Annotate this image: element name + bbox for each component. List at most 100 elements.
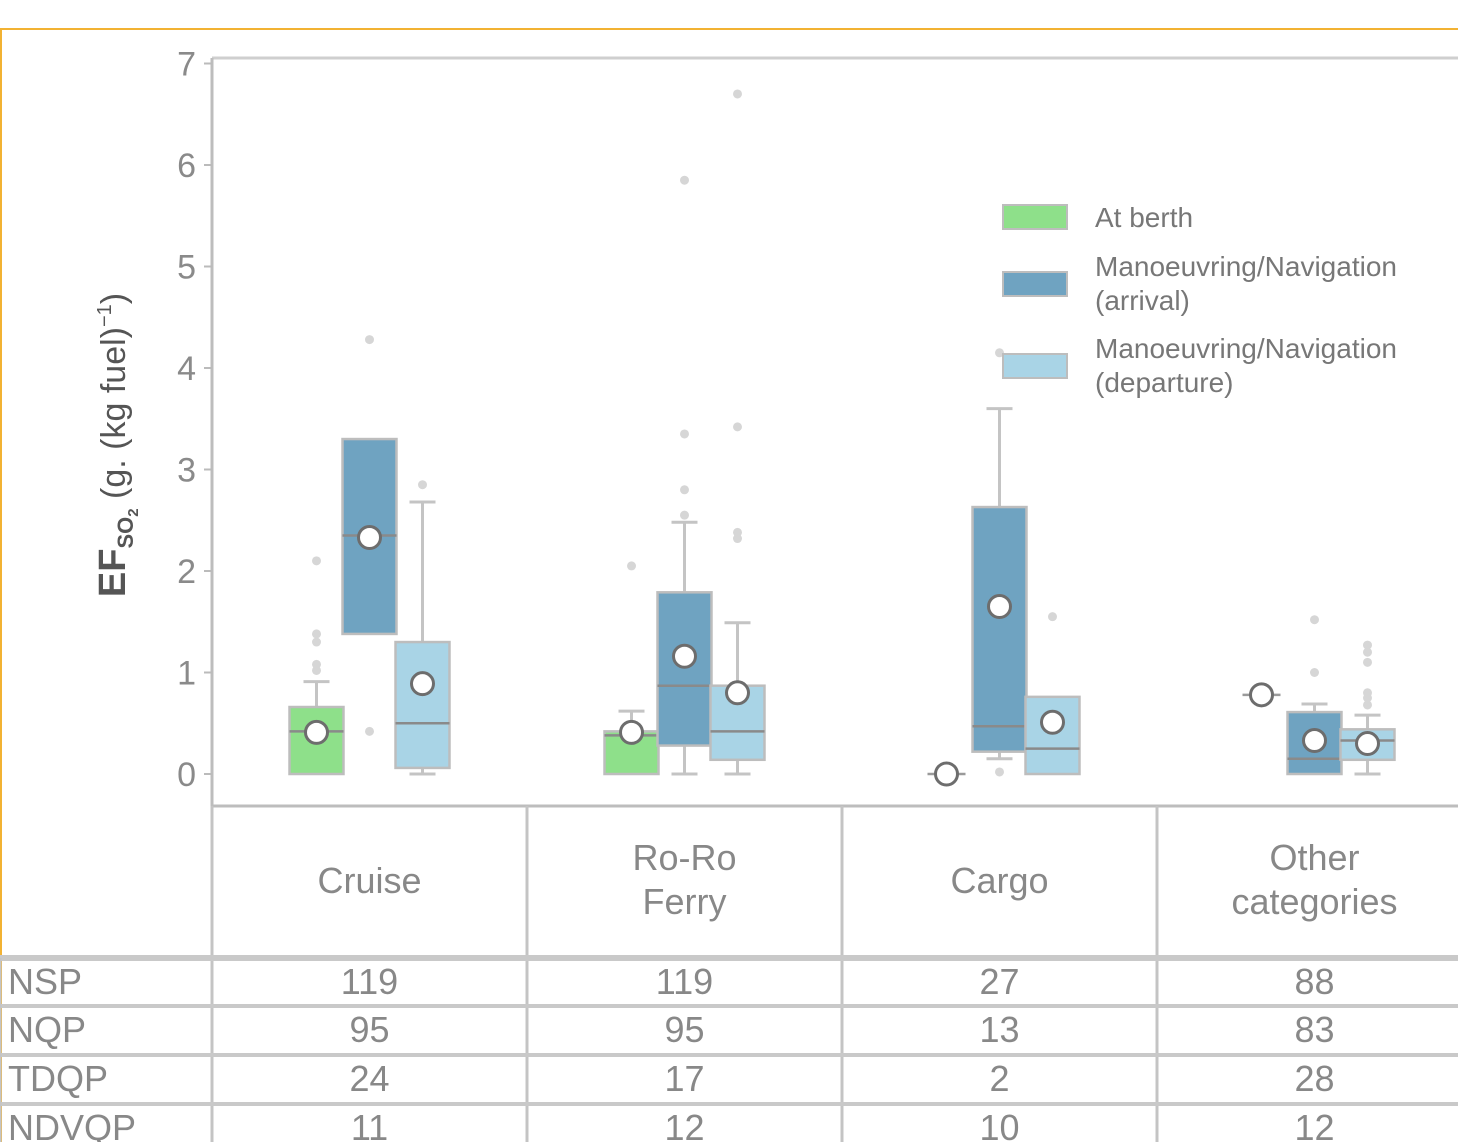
legend-label-line: Manoeuvring/Navigation — [1095, 251, 1397, 282]
outlier-point — [733, 527, 742, 537]
box-group — [927, 761, 966, 787]
box-group — [1024, 612, 1081, 776]
table-cell: 119 — [341, 961, 398, 1002]
outlier-point — [312, 659, 321, 669]
outlier-point — [627, 561, 636, 571]
legend-swatch — [1002, 204, 1068, 230]
box-group — [1242, 682, 1281, 708]
mean-marker — [619, 719, 644, 745]
outlier-point — [1363, 688, 1372, 698]
y-tick-label: 7 — [177, 46, 196, 84]
legend-label-line: At berth — [1095, 202, 1193, 233]
table-cell: 11 — [351, 1107, 388, 1142]
mean-marker — [987, 594, 1012, 620]
outlier-point — [995, 348, 1004, 358]
mean-marker — [1249, 682, 1274, 708]
table-cell: 13 — [979, 1009, 1019, 1050]
box-group — [709, 89, 766, 776]
table-row-label: NSP — [8, 961, 82, 1002]
box-group — [341, 335, 398, 736]
table-cell: 95 — [349, 1009, 389, 1050]
legend-label-line: Manoeuvring/Navigation — [1095, 333, 1397, 364]
box-group — [656, 175, 713, 776]
outlier-point — [995, 767, 1004, 777]
category-label-line: Ferry — [643, 881, 727, 922]
outlier-point — [365, 726, 374, 736]
mean-marker — [1302, 728, 1327, 754]
y-tick-label: 5 — [177, 249, 196, 287]
y-axis-label-rest: (g. (kg fuel) — [95, 327, 133, 508]
category-label: Other categories — [1231, 837, 1397, 922]
outlier-point — [1363, 657, 1372, 667]
box-iqr — [394, 640, 451, 770]
y-tick-label: 1 — [177, 655, 196, 693]
legend-label: At berth — [1095, 202, 1193, 233]
mean-marker — [725, 680, 750, 706]
table-cell: 10 — [979, 1107, 1019, 1142]
mean-marker — [1355, 731, 1380, 757]
y-tick-label: 4 — [177, 350, 196, 388]
table-cell: 28 — [1294, 1058, 1334, 1099]
outlier-point — [312, 556, 321, 566]
outlier-point — [733, 422, 742, 432]
mean-marker — [1040, 709, 1065, 735]
table-row-label: NDVQP — [8, 1107, 136, 1142]
category-table: Cruise Ro-Ro Ferry Cargo Other categories NSP 1… — [0, 806, 1458, 1142]
box-iqr — [1286, 710, 1343, 776]
table-cell: 2 — [989, 1058, 1009, 1099]
y-tick-label: 0 — [177, 756, 196, 794]
mean-marker — [410, 671, 435, 697]
table-cell: 88 — [1294, 961, 1334, 1002]
table-cell: 27 — [979, 961, 1019, 1002]
table-row-label: TDQP — [8, 1058, 108, 1099]
plot-area — [210, 56, 1458, 808]
category-label: Cargo — [950, 860, 1048, 901]
table-cell: 95 — [664, 1009, 704, 1050]
y-axis-label: EFSO2 (g. (kg fuel)−1) — [92, 293, 142, 597]
figure-frame — [0, 28, 1458, 1142]
y-tick-label: 3 — [177, 452, 196, 490]
legend-label-line: (arrival) — [1095, 285, 1190, 316]
legend-swatch — [1002, 353, 1068, 379]
category-label-line: categories — [1231, 881, 1397, 922]
box-iqr — [656, 591, 713, 747]
table-cell: 83 — [1294, 1009, 1334, 1050]
box-group — [971, 348, 1028, 777]
mean-marker — [672, 643, 697, 669]
category-label-line: Other — [1269, 837, 1359, 878]
y-axis-label-main: EF — [92, 549, 134, 598]
box-group — [394, 480, 451, 776]
category-label-line: Cruise — [317, 860, 421, 901]
box-group — [1286, 615, 1343, 776]
outlier-point — [312, 629, 321, 639]
outlier-point — [680, 485, 689, 495]
legend-swatch — [1002, 271, 1068, 297]
outlier-point — [680, 175, 689, 185]
legend-label-line: (departure) — [1095, 367, 1234, 398]
outlier-point — [1363, 647, 1372, 657]
outlier-point — [733, 89, 742, 99]
legend-label: Manoeuvring/Navigation (departure) — [1095, 333, 1397, 398]
mean-marker — [934, 761, 959, 787]
outlier-point — [1363, 700, 1372, 710]
y-tick-label: 2 — [177, 553, 196, 591]
y-axis-label-close: ) — [95, 293, 133, 304]
box-group — [603, 561, 660, 776]
y-axis: 0 1 2 3 4 5 6 7 — [177, 46, 212, 794]
table-cell: 24 — [349, 1058, 389, 1099]
y-axis-label-sub: SO — [113, 517, 138, 549]
outlier-point — [680, 429, 689, 439]
legend-label: Manoeuvring/Navigation (arrival) — [1095, 251, 1397, 316]
outlier-point — [418, 480, 427, 490]
y-axis-label-sup: −1 — [94, 304, 116, 327]
category-label-line: Ro-Ro — [632, 837, 736, 878]
box-group — [1339, 640, 1396, 776]
y-axis-label-sub2: 2 — [125, 508, 142, 516]
mean-marker — [304, 719, 329, 745]
table-cell: 17 — [664, 1058, 704, 1099]
table-cell: 119 — [656, 961, 713, 1002]
category-label: Cruise — [317, 860, 421, 901]
box-iqr — [1024, 695, 1081, 776]
